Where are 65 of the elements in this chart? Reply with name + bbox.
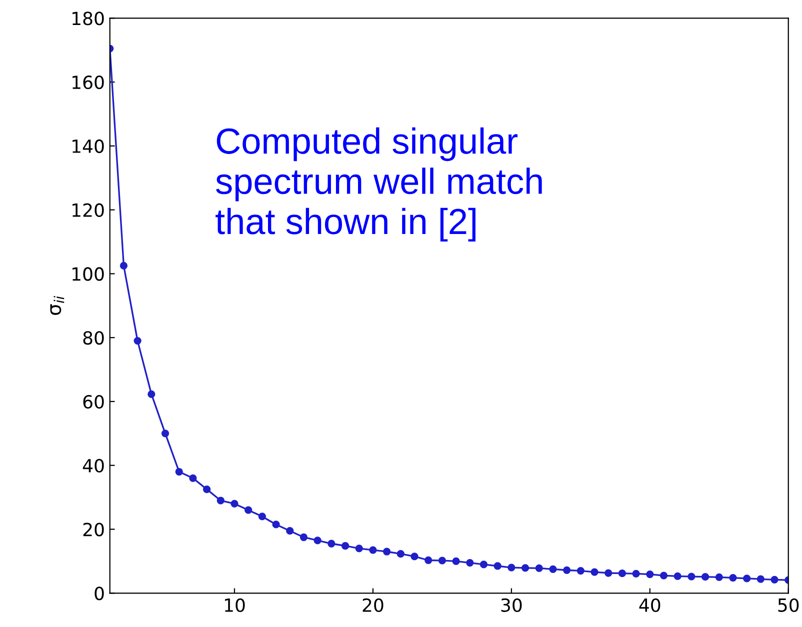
- x-tick-label: 20: [362, 598, 384, 612]
- point: [216, 496, 224, 504]
- point: [452, 557, 460, 566]
- y-tick-label: 80: [83, 331, 104, 345]
- point: [396, 550, 404, 558]
- point: [590, 568, 598, 576]
- point: [120, 262, 128, 270]
- point: [314, 536, 322, 544]
- point: [646, 570, 654, 578]
- point: [382, 548, 391, 556]
- point: [134, 336, 142, 345]
- y-tick-label: 100: [72, 267, 104, 281]
- y-tick-label: 0: [94, 586, 104, 600]
- annotation: Computed singular spectrum well match that shown in [2]: [216, 127, 542, 242]
- y-tick-label: 20: [83, 522, 104, 536]
- y-tick-label: 60: [83, 394, 104, 409]
- point: [410, 552, 418, 560]
- point: [480, 560, 488, 568]
- point: [715, 573, 723, 581]
- y-axis-title: σ$_{ii}$: [50, 296, 64, 315]
- point: [148, 390, 156, 398]
- point: [258, 512, 266, 520]
- point: [674, 572, 682, 580]
- point: [438, 556, 446, 564]
- point: [632, 570, 640, 578]
- point: [743, 574, 751, 582]
- point: [175, 468, 183, 476]
- point: [230, 500, 238, 508]
- point: [300, 533, 308, 542]
- x-tick-label: 40: [639, 598, 660, 612]
- point: [729, 574, 737, 582]
- x-tick-label: 30: [501, 598, 522, 612]
- point: [618, 570, 626, 578]
- point: [189, 474, 197, 482]
- point: [286, 527, 294, 535]
- point: [508, 564, 516, 572]
- point: [549, 565, 557, 574]
- x-tick-label: 10: [224, 598, 245, 612]
- y-tick-label: 180: [72, 12, 104, 26]
- point: [770, 576, 778, 584]
- point: [535, 564, 543, 572]
- point: [328, 540, 336, 548]
- y-tick-label: 120: [72, 203, 104, 217]
- point: [272, 520, 280, 528]
- x-tick-label: 50: [778, 598, 799, 612]
- point: [701, 573, 710, 581]
- point: [688, 572, 696, 580]
- point: [202, 486, 211, 494]
- point: [244, 506, 252, 514]
- point: [756, 575, 764, 583]
- point: [355, 544, 363, 552]
- point: [424, 556, 432, 564]
- point: [660, 572, 668, 580]
- y-tick-label: 40: [82, 458, 104, 472]
- y-tick-label: 160: [72, 76, 104, 90]
- y-tick-label: 140: [72, 139, 104, 154]
- point: [341, 542, 350, 550]
- point: [576, 566, 584, 575]
- point: [521, 564, 530, 572]
- point: [563, 566, 571, 574]
- point: [466, 558, 474, 567]
- point: [161, 430, 170, 438]
- point: [494, 562, 502, 570]
- point: [369, 546, 377, 554]
- point: [604, 569, 612, 577]
